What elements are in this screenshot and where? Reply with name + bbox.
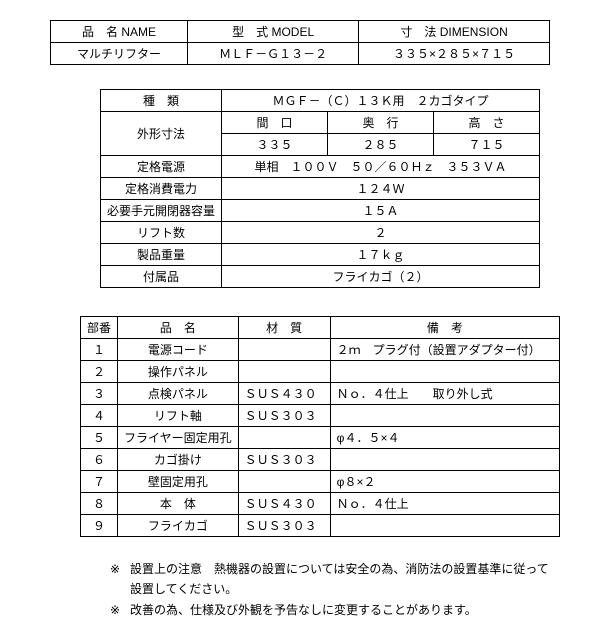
t3-no: ３	[81, 383, 118, 405]
t3-mat: ＳＵＳ３０３	[238, 515, 330, 537]
t3-name: カゴ掛け	[118, 449, 239, 471]
t2-weight-label: 製品重量	[101, 244, 222, 266]
note-marker: ※	[110, 559, 130, 600]
t2-weight-value: １７ｋｇ	[222, 244, 540, 266]
t2-power-label: 定格電源	[101, 156, 222, 178]
t3-mat	[238, 361, 330, 383]
t3-h-remark: 備 考	[330, 317, 559, 339]
table-row: ９フライカゴＳＵＳ３０３	[81, 515, 560, 537]
t2-dim-v-w: ３３５	[222, 134, 328, 156]
t3-remark: Ｎｏ．４仕上	[330, 493, 559, 515]
t3-no: ８	[81, 493, 118, 515]
t3-no: ４	[81, 405, 118, 427]
t2-dim-v-d: ２８５	[327, 134, 433, 156]
t2-type-value: ＭＧＦ－（Ｃ）１３Ｋ用 ２カゴタイプ	[222, 90, 540, 112]
t3-name: 操作パネル	[118, 361, 239, 383]
t3-no: ２	[81, 361, 118, 383]
t3-mat: ＳＵＳ３０３	[238, 405, 330, 427]
t3-remark	[330, 515, 559, 537]
t3-no: ６	[81, 449, 118, 471]
t3-remark: Ｎｏ．４仕上 取り外し式	[330, 383, 559, 405]
table-row: ３点検パネルＳＵＳ４３０Ｎｏ．４仕上 取り外し式	[81, 383, 560, 405]
t3-h-name: 品 名	[118, 317, 239, 339]
t3-name: フライヤー固定用孔	[118, 427, 239, 449]
table-row: ５フライヤー固定用孔 φ４．５×４	[81, 427, 560, 449]
t2-dim-h-d: 奥 行	[327, 112, 433, 134]
t3-name: フライカゴ	[118, 515, 239, 537]
spec-table: 種 類 ＭＧＦ－（Ｃ）１３Ｋ用 ２カゴタイプ 外形寸法 間 口 奥 行 高 さ …	[100, 89, 540, 288]
t1-h-model: 型 式 MODEL	[188, 21, 359, 43]
t3-mat: ＳＵＳ４３０	[238, 383, 330, 405]
table-row: ６カゴ掛けＳＵＳ３０３	[81, 449, 560, 471]
t1-v-model: ＭＬＦ－Ｇ１３－２	[188, 43, 359, 65]
t2-dim-h-w: 間 口	[222, 112, 328, 134]
table-row: ８本 体ＳＵＳ４３０Ｎｏ．４仕上	[81, 493, 560, 515]
table-row: ７壁固定用孔 φ８×２	[81, 471, 560, 493]
note-marker: ※	[110, 600, 130, 620]
t2-acc-value: フライカゴ（２）	[222, 266, 540, 288]
t2-cons-label: 定格消費電力	[101, 178, 222, 200]
t3-h-no: 部番	[81, 317, 118, 339]
t2-cons-value: １２４Ｗ	[222, 178, 540, 200]
t3-remark	[330, 361, 559, 383]
t3-remark: ２ｍ プラグ付（設置アダプター付）	[330, 339, 559, 361]
t3-name: 壁固定用孔	[118, 471, 239, 493]
t3-mat: ＳＵＳ４３０	[238, 493, 330, 515]
t3-name: 電源コード	[118, 339, 239, 361]
t2-breaker-value: １５Ａ	[222, 200, 540, 222]
t1-v-name: マルチリフター	[51, 43, 188, 65]
note-2: 改善の為、仕様及び外観を予告なしに変更することがあります。	[130, 600, 550, 620]
t2-type-label: 種 類	[101, 90, 222, 112]
t3-mat	[238, 471, 330, 493]
t3-name: リフト軸	[118, 405, 239, 427]
t2-dim-v-h: ７１５	[433, 134, 539, 156]
t3-no: ５	[81, 427, 118, 449]
t3-mat: ＳＵＳ３０３	[238, 449, 330, 471]
notes: ※ 設置上の注意 熱機器の設置については安全の為、消防法の設置基準に従って設置し…	[110, 559, 560, 620]
t2-acc-label: 付属品	[101, 266, 222, 288]
t3-remark	[330, 449, 559, 471]
t2-power-value: 単相 １００Ｖ ５０／６０Ｈｚ ３５３ＶＡ	[222, 156, 540, 178]
table-row: ４リフト軸ＳＵＳ３０３	[81, 405, 560, 427]
note-1: 設置上の注意 熱機器の設置については安全の為、消防法の設置基準に従って設置してく…	[130, 559, 550, 600]
t3-no: ９	[81, 515, 118, 537]
table-row: ２操作パネル	[81, 361, 560, 383]
t3-mat	[238, 427, 330, 449]
t3-name: 本 体	[118, 493, 239, 515]
t3-no: ７	[81, 471, 118, 493]
t1-h-name: 品 名 NAME	[51, 21, 188, 43]
parts-table: 部番 品 名 材 質 備 考 １電源コード２ｍ プラグ付（設置アダプター付）２操…	[80, 316, 560, 537]
t1-v-dim: ３３５×２８５×７１５	[359, 43, 550, 65]
t3-remark: φ４．５×４	[330, 427, 559, 449]
table-row: １電源コード ２ｍ プラグ付（設置アダプター付）	[81, 339, 560, 361]
t2-lift-label: リフト数	[101, 222, 222, 244]
t3-mat	[238, 339, 330, 361]
t3-remark	[330, 405, 559, 427]
t1-h-dim: 寸 法 DIMENSION	[359, 21, 550, 43]
t3-name: 点検パネル	[118, 383, 239, 405]
t3-remark: φ８×２	[330, 471, 559, 493]
t3-no: １	[81, 339, 118, 361]
t3-h-mat: 材 質	[238, 317, 330, 339]
t2-dim-h-h: 高 さ	[433, 112, 539, 134]
t2-lift-value: ２	[222, 222, 540, 244]
t2-breaker-label: 必要手元開閉器容量	[101, 200, 222, 222]
t2-dim-label: 外形寸法	[101, 112, 222, 156]
header-table: 品 名 NAME 型 式 MODEL 寸 法 DIMENSION マルチリフター…	[50, 20, 550, 65]
